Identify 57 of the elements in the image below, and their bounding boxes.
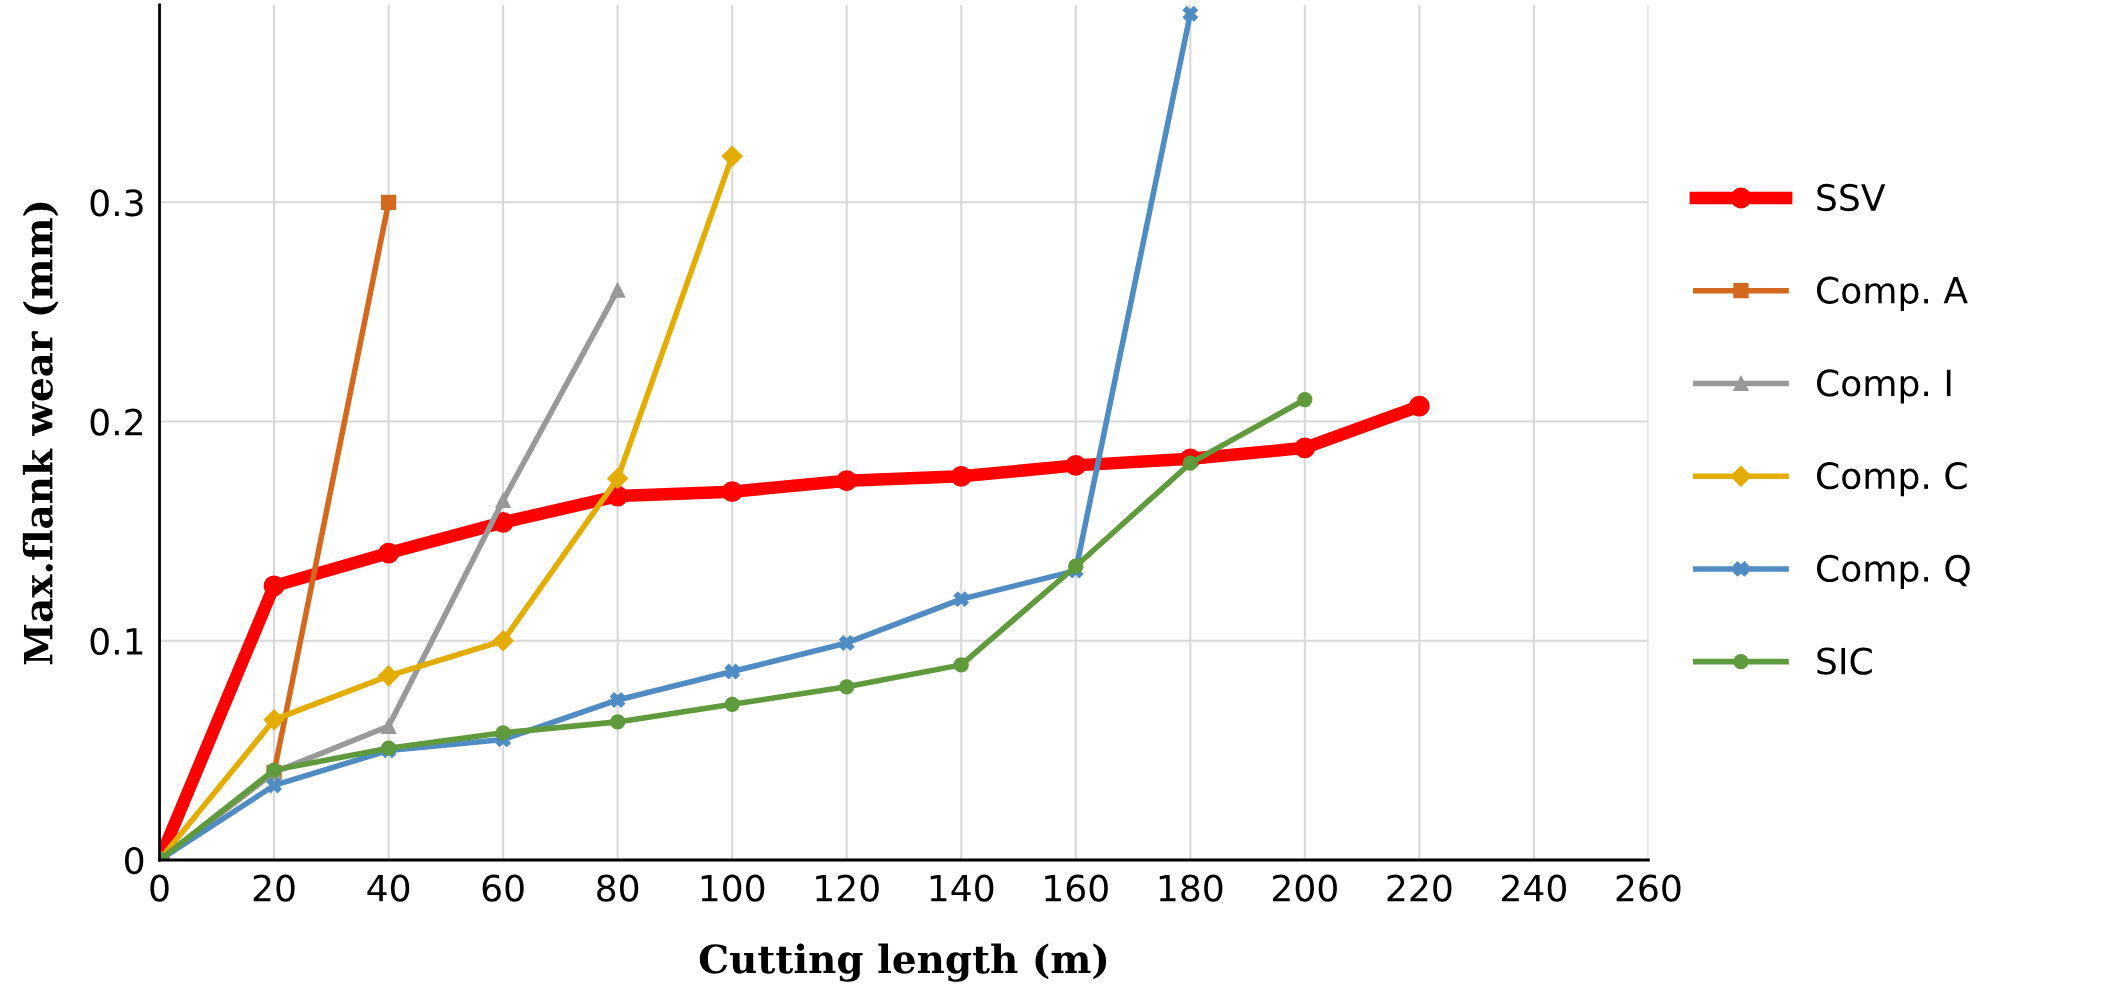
- x-tick-label: 160: [1045, 874, 1108, 902]
- x-tick-label: 100: [701, 874, 765, 902]
- point: [378, 665, 400, 687]
- point: [263, 709, 285, 731]
- point: [839, 635, 855, 651]
- legend-label: Comp. A: [1817, 276, 1968, 311]
- x-tick-label: 60: [482, 874, 524, 902]
- x-axis-title: Cutting length (m): [699, 943, 1107, 982]
- x-tick-label: 120: [816, 874, 879, 902]
- point: [495, 492, 511, 509]
- point: [1068, 558, 1084, 574]
- point: [380, 718, 397, 734]
- legend-label: Comp. Q: [1817, 554, 1970, 590]
- point: [607, 468, 629, 490]
- legend-label: SIC: [1817, 647, 1872, 675]
- y-tick-label: 0.2: [90, 408, 143, 436]
- point: [839, 679, 855, 695]
- point: [610, 714, 626, 730]
- point: [1182, 455, 1198, 471]
- legend-label: Comp. C: [1817, 462, 1967, 497]
- point: [1408, 395, 1430, 417]
- x-tick-label: 200: [1273, 874, 1337, 902]
- y-tick-label: 0.1: [90, 627, 143, 655]
- point: [836, 470, 858, 492]
- x-tick-label: 260: [1616, 874, 1681, 902]
- point: [1182, 6, 1198, 22]
- point: [721, 145, 743, 167]
- x-tick-label: 220: [1387, 874, 1452, 902]
- point: [950, 465, 972, 487]
- point: [495, 725, 511, 741]
- point: [1065, 454, 1087, 476]
- point: [1294, 437, 1316, 459]
- x-tick-label: 240: [1502, 874, 1566, 902]
- point: [724, 696, 740, 712]
- point: [492, 630, 514, 652]
- point: [724, 663, 740, 680]
- point: [610, 692, 626, 708]
- legend-label: Comp. I: [1817, 369, 1951, 404]
- x-tick-label: 20: [253, 874, 295, 902]
- y-axis-title: Max.flank wear (mm): [22, 202, 59, 665]
- x-tick-label: 140: [930, 874, 994, 902]
- x-tick-label: 40: [367, 874, 410, 902]
- x-tick-label: 80: [597, 874, 639, 902]
- point: [378, 542, 400, 564]
- x-tick-label: 180: [1159, 874, 1223, 902]
- x-tick-label: 0: [150, 874, 169, 902]
- point: [953, 657, 969, 673]
- point: [266, 777, 282, 794]
- legend-label: SSV: [1817, 183, 1886, 212]
- point: [380, 194, 397, 210]
- y-tick-label: 0: [125, 846, 144, 875]
- point: [953, 591, 969, 607]
- point: [610, 282, 626, 298]
- point: [263, 575, 285, 597]
- point: [1297, 391, 1313, 408]
- y-tick-label: 0.3: [90, 189, 143, 217]
- point: [721, 481, 743, 503]
